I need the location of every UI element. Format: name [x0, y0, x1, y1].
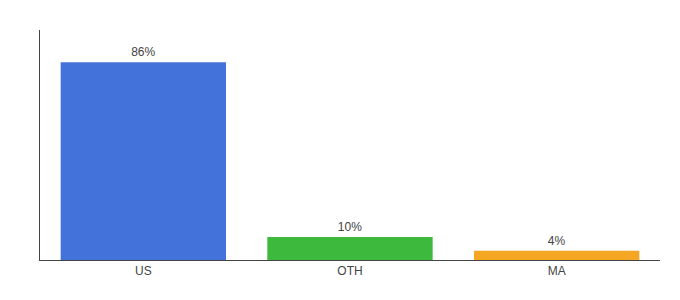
svg-text:86%: 86%: [131, 45, 155, 59]
svg-text:MA: MA: [548, 264, 566, 278]
svg-text:US: US: [135, 264, 152, 278]
svg-text:OTH: OTH: [337, 264, 362, 278]
svg-text:10%: 10%: [338, 220, 362, 234]
svg-text:4%: 4%: [548, 234, 566, 248]
